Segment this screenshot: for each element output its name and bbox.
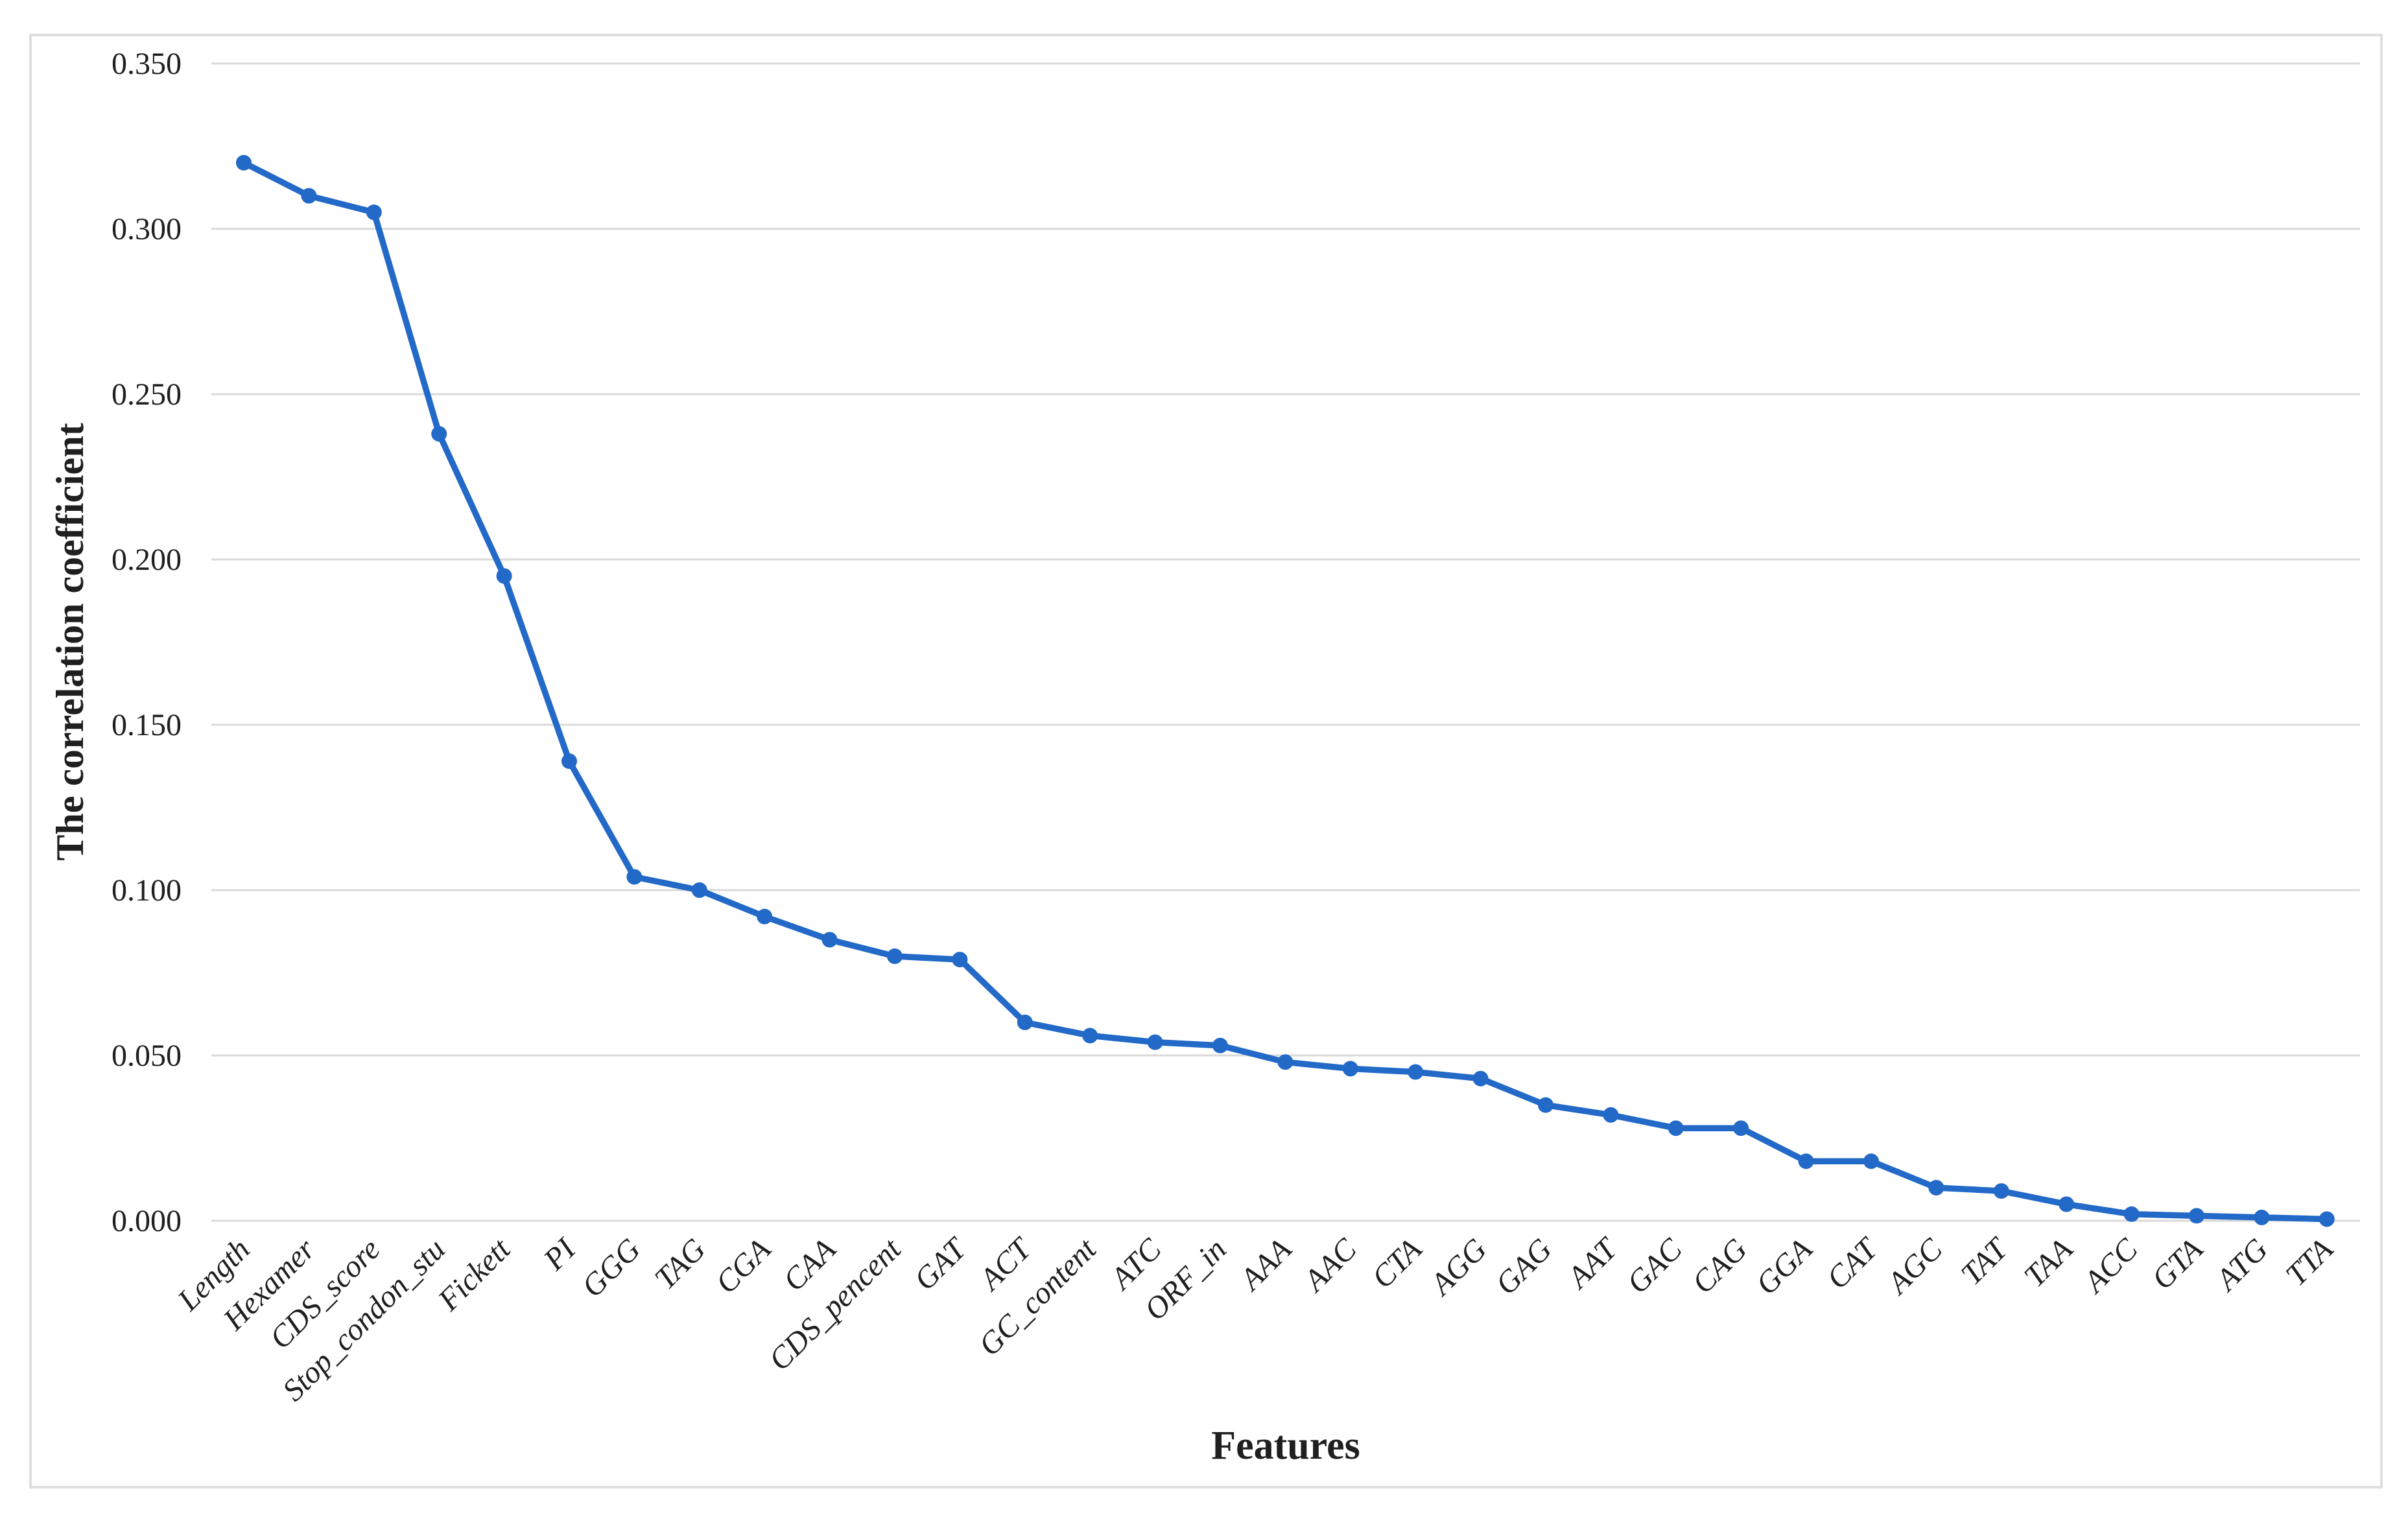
data-point — [757, 908, 773, 924]
data-point — [301, 188, 317, 204]
x-tick-label: ACC — [2076, 1232, 2145, 1300]
x-tick-label: TAG — [648, 1232, 712, 1296]
y-tick-label: 0.350 — [112, 47, 182, 81]
x-tick-label: AAC — [1296, 1232, 1363, 1299]
data-point — [1017, 1015, 1033, 1030]
y-tick-label: 0.100 — [112, 873, 182, 908]
y-axis-title: The correlation coefficient — [49, 423, 91, 860]
data-point — [2254, 1209, 2270, 1225]
x-tick-label: TTA — [2279, 1232, 2340, 1293]
x-tick-label: GAG — [1489, 1232, 1559, 1301]
data-point — [1733, 1120, 1749, 1136]
data-point — [1082, 1028, 1098, 1044]
x-tick-label: CTA — [1365, 1232, 1429, 1295]
x-tick-label: PI — [537, 1231, 584, 1278]
x-tick-label: TAT — [1954, 1230, 2016, 1292]
x-tick-label: GAT — [908, 1230, 974, 1297]
y-tick-label: 0.000 — [112, 1204, 182, 1238]
data-point — [1472, 1070, 1489, 1087]
data-point — [1993, 1183, 2009, 1199]
data-point — [1342, 1061, 1358, 1077]
data-point — [1408, 1064, 1424, 1080]
x-tick-label: ATG — [2208, 1232, 2274, 1298]
data-point — [2189, 1208, 2204, 1224]
data-point — [952, 952, 968, 968]
x-tick-label: AGC — [1880, 1232, 1950, 1302]
data-point — [1538, 1097, 1553, 1113]
data-point — [496, 568, 512, 584]
x-tick-label: AAT — [1559, 1230, 1625, 1296]
data-point — [431, 426, 447, 442]
y-tick-label: 0.050 — [112, 1039, 182, 1073]
x-tick-label: GC_content — [972, 1231, 1104, 1363]
series-group — [236, 155, 2335, 1227]
y-tick-label: 0.200 — [112, 543, 182, 577]
data-point — [1863, 1153, 1879, 1170]
data-point — [2123, 1206, 2140, 1222]
x-tick-label: GTA — [2145, 1232, 2210, 1297]
data-point — [1277, 1054, 1293, 1070]
x-tick-label: TAA — [2018, 1232, 2080, 1294]
data-point — [1147, 1034, 1163, 1050]
data-point — [2319, 1211, 2335, 1227]
data-point — [691, 882, 707, 898]
x-tick-label: CGA — [709, 1232, 778, 1300]
data-point — [626, 869, 643, 885]
data-point — [2059, 1196, 2075, 1212]
gridlines-group — [211, 62, 2360, 1222]
data-point — [1928, 1180, 1944, 1195]
data-point — [236, 155, 252, 171]
x-tick-label: GGA — [1749, 1232, 1819, 1302]
data-point — [561, 753, 577, 770]
data-point — [1603, 1107, 1619, 1123]
data-point — [821, 932, 838, 948]
tick-labels-group: 0.000 0.050 0.100 0.150 0.200 0.250 0.300 0.350… — [112, 47, 2340, 1408]
x-tick-label: GAC — [1620, 1232, 1689, 1300]
data-point — [1212, 1037, 1228, 1053]
data-point — [1798, 1153, 1814, 1170]
x-tick-label: Fickett — [431, 1231, 518, 1318]
x-tick-label: CAT — [1820, 1230, 1885, 1296]
data-point — [366, 204, 382, 220]
y-tick-label: 0.250 — [112, 377, 182, 412]
x-tick-label: AGG — [1422, 1232, 1493, 1302]
x-tick-label: AAA — [1232, 1232, 1298, 1298]
data-point — [1668, 1120, 1684, 1136]
x-tick-label: GGG — [575, 1232, 647, 1304]
data-point — [887, 948, 903, 964]
y-tick-label: 0.300 — [112, 212, 182, 246]
x-tick-label: CAG — [1686, 1232, 1754, 1300]
x-axis-title: Features — [1211, 1424, 1360, 1468]
y-tick-label: 0.150 — [112, 708, 182, 742]
figure-frame — [29, 34, 2383, 1489]
